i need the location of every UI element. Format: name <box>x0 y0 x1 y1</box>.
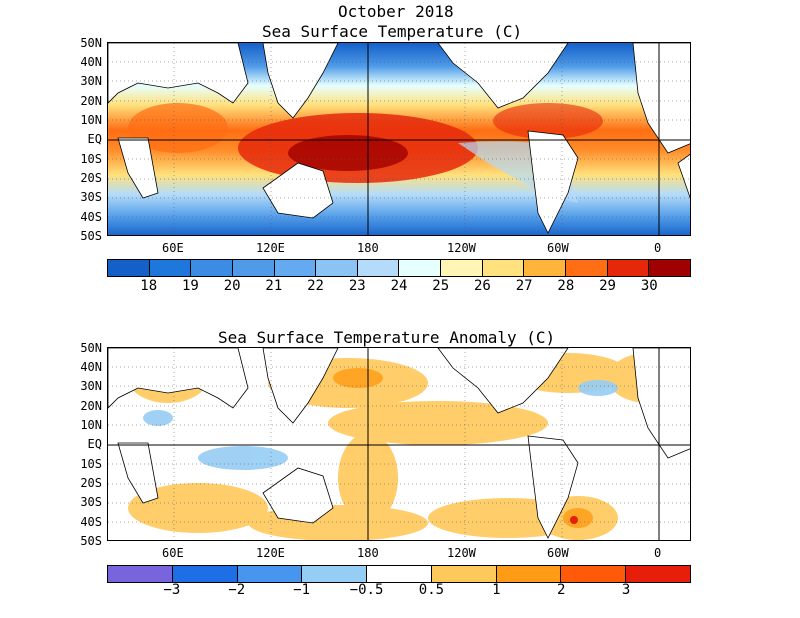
colorbar-label: −3 <box>163 582 181 598</box>
colorbar-label: 19 <box>181 278 199 294</box>
colorbar-swatch <box>431 566 497 582</box>
colorbar-swatch <box>302 566 368 582</box>
colorbar-swatch <box>316 260 358 276</box>
lat-label: 40N <box>80 55 102 69</box>
anomaly-title: Sea Surface Temperature Anomaly (C) <box>218 328 556 347</box>
colorbar-label: 28 <box>557 278 575 294</box>
lon-label: 180 <box>357 241 379 255</box>
colorbar-label: 23 <box>348 278 366 294</box>
colorbar-swatch <box>566 260 608 276</box>
anomaly-colorbar <box>107 565 691 583</box>
colorbar-label: 1 <box>492 582 501 598</box>
colorbar-label: 24 <box>390 278 408 294</box>
colorbar-label: 30 <box>640 278 658 294</box>
lat-label: 30S <box>80 495 102 509</box>
graticule <box>108 43 690 235</box>
lat-label: 10N <box>80 418 102 432</box>
colorbar-swatch <box>232 260 275 276</box>
colorbar-swatch <box>649 260 690 276</box>
anomaly-map <box>107 347 691 541</box>
lat-label: 20S <box>80 476 102 490</box>
lat-label: 30N <box>80 74 102 88</box>
colorbar-swatch <box>399 260 442 276</box>
colorbar-label: −1 <box>293 582 311 598</box>
colorbar-swatch <box>496 566 562 582</box>
lon-label: 120E <box>256 546 285 560</box>
lat-label: 50S <box>80 229 102 243</box>
colorbar-label: −0.5 <box>349 582 384 598</box>
colorbar-label: 3 <box>621 582 631 598</box>
colorbar-label: −2 <box>228 582 246 598</box>
sst-title: Sea Surface Temperature (C) <box>262 22 523 41</box>
anomaly-map-svg <box>108 348 690 540</box>
lon-label: 60E <box>162 546 184 560</box>
lat-label: 30N <box>80 379 102 393</box>
colorbar-swatch <box>149 260 192 276</box>
lat-label: 40S <box>80 210 102 224</box>
anomaly-graticule <box>108 348 690 540</box>
lat-label: 50N <box>80 341 102 355</box>
lon-label: 120E <box>256 241 285 255</box>
lat-label: 10S <box>80 152 102 166</box>
lat-label: EQ <box>87 437 102 451</box>
anomaly-landmasses <box>108 348 690 539</box>
lat-label: 30S <box>80 190 102 204</box>
lon-label: 120W <box>447 546 476 560</box>
colorbar-swatch <box>108 260 150 276</box>
colorbar-label: 0.5 <box>418 582 445 598</box>
colorbar-swatch <box>607 260 650 276</box>
colorbar-label: 29 <box>599 278 616 294</box>
lat-label: 10S <box>80 457 102 471</box>
colorbar-swatch <box>237 566 303 582</box>
sst-colorbar <box>107 259 691 277</box>
lat-label: 50S <box>80 534 102 548</box>
colorbar-swatch <box>357 260 400 276</box>
colorbar-swatch <box>172 566 238 582</box>
colorbar-swatch <box>561 566 627 582</box>
lon-label: 0 <box>654 241 662 255</box>
colorbar-swatch <box>367 566 432 582</box>
lat-label: 50N <box>80 36 102 50</box>
cool-anomaly-regions <box>143 380 618 470</box>
lat-label: 40N <box>80 360 102 374</box>
sst-map-svg <box>108 43 690 235</box>
lon-label: 60E <box>162 241 184 255</box>
colorbar-label: 26 <box>473 278 491 294</box>
sst-map <box>107 42 691 236</box>
lat-label: 40S <box>80 515 102 529</box>
lat-label: 20N <box>80 399 102 413</box>
lon-label: 180 <box>357 546 379 560</box>
month-title: October 2018 <box>338 2 454 21</box>
lon-label: 60W <box>547 546 569 560</box>
colorbar-swatch <box>626 566 691 582</box>
lon-label: 0 <box>654 546 662 560</box>
lat-label: 20N <box>80 94 102 108</box>
colorbar-label: 21 <box>265 278 283 294</box>
colorbar-label: 18 <box>140 278 158 294</box>
lat-label: 20S <box>80 171 102 185</box>
colorbar-swatch <box>108 566 173 582</box>
colorbar-label: 2 <box>557 582 566 598</box>
colorbar-swatch <box>441 260 483 276</box>
colorbar-label: 20 <box>223 278 241 294</box>
colorbar-label: 22 <box>307 278 324 294</box>
colorbar-label: 25 <box>432 278 450 294</box>
landmasses <box>108 43 690 234</box>
lon-label: 120W <box>447 241 476 255</box>
colorbar-swatch <box>274 260 317 276</box>
lon-label: 60W <box>547 241 569 255</box>
colorbar-swatch <box>482 260 525 276</box>
lat-label: 10N <box>80 113 102 127</box>
colorbar-label: 27 <box>515 278 533 294</box>
colorbar-swatch <box>524 260 567 276</box>
lat-label: EQ <box>87 132 102 146</box>
colorbar-swatch <box>191 260 233 276</box>
